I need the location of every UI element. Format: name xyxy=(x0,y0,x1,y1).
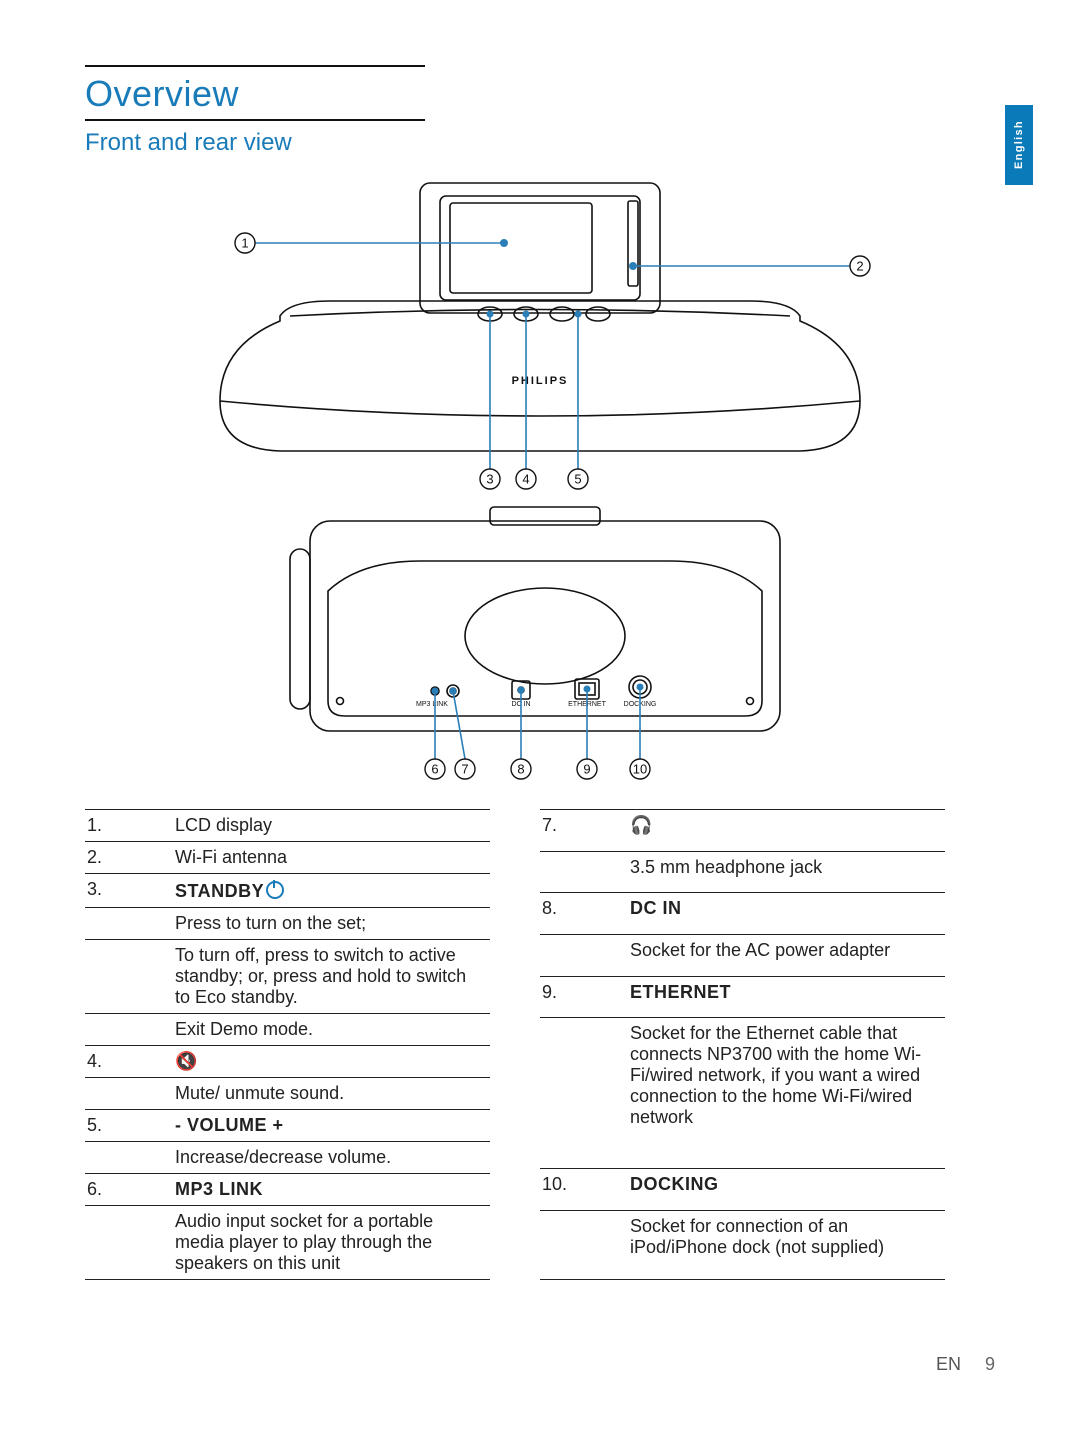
row-desc: ETHERNET xyxy=(606,976,945,1018)
spec-table-left: 1.LCD display2.Wi-Fi antenna3.STANDBYPre… xyxy=(85,809,490,1280)
row-desc: MP3 LINK xyxy=(151,1174,490,1206)
row-number: 5. xyxy=(85,1110,151,1142)
row-number xyxy=(85,1078,151,1110)
svg-text:8: 8 xyxy=(517,762,524,777)
footer-lang: EN xyxy=(936,1354,961,1375)
row-number: 8. xyxy=(540,893,606,935)
row-desc: Exit Demo mode. xyxy=(151,1014,490,1046)
language-tab: English xyxy=(1005,105,1033,185)
row-desc: LCD display xyxy=(151,810,490,842)
row-number xyxy=(85,940,151,1014)
svg-text:3: 3 xyxy=(486,472,493,487)
spec-tables: 1.LCD display2.Wi-Fi antenna3.STANDBYPre… xyxy=(85,809,995,1280)
row-desc: DC IN xyxy=(606,893,945,935)
headphones-icon: 🎧 xyxy=(630,815,652,835)
row-number: 7. xyxy=(540,810,606,852)
row-number xyxy=(540,1018,606,1169)
row-desc: Press to turn on the set; xyxy=(151,908,490,940)
mute-icon: 🔇 xyxy=(175,1051,197,1071)
row-number: 2. xyxy=(85,842,151,874)
row-number: 3. xyxy=(85,874,151,908)
row-number: 9. xyxy=(540,976,606,1018)
footer-page-number: 9 xyxy=(985,1354,995,1375)
row-number: 1. xyxy=(85,810,151,842)
row-desc: 🎧 xyxy=(606,810,945,852)
power-icon xyxy=(266,881,284,899)
row-number xyxy=(540,851,606,893)
page-footer: EN 9 xyxy=(936,1354,995,1375)
svg-text:5: 5 xyxy=(574,472,581,487)
row-number xyxy=(540,934,606,976)
svg-text:6: 6 xyxy=(431,762,438,777)
row-desc: To turn off, press to switch to active s… xyxy=(151,940,490,1014)
row-number: 4. xyxy=(85,1046,151,1078)
row-desc: Socket for the Ethernet cable that conne… xyxy=(606,1018,945,1169)
svg-text:MP3 LINK: MP3 LINK xyxy=(416,701,448,708)
row-number xyxy=(540,1210,606,1279)
svg-text:7: 7 xyxy=(461,762,468,777)
row-number xyxy=(85,1206,151,1280)
row-desc: Socket for connection of an iPod/iPhone … xyxy=(606,1210,945,1279)
row-desc: 🔇 xyxy=(151,1046,490,1078)
row-number xyxy=(85,1014,151,1046)
svg-text:1: 1 xyxy=(241,236,248,251)
svg-text:2: 2 xyxy=(856,259,863,274)
svg-text:4: 4 xyxy=(522,472,529,487)
row-number: 6. xyxy=(85,1174,151,1206)
row-desc: Mute/ unmute sound. xyxy=(151,1078,490,1110)
row-desc: Wi-Fi antenna xyxy=(151,842,490,874)
row-desc: 3.5 mm headphone jack xyxy=(606,851,945,893)
row-desc: Socket for the AC power adapter xyxy=(606,934,945,976)
svg-text:10: 10 xyxy=(633,762,647,777)
brand-text: PHILIPS xyxy=(512,375,569,387)
row-number xyxy=(85,908,151,940)
row-desc: - VOLUME + xyxy=(151,1110,490,1142)
subsection-title: Front and rear view xyxy=(85,129,995,157)
row-desc: Increase/decrease volume. xyxy=(151,1142,490,1174)
row-desc: DOCKING xyxy=(606,1169,945,1211)
row-desc: Audio input socket for a portable media … xyxy=(151,1206,490,1280)
section-title: Overview xyxy=(85,73,995,115)
manual-page: English Overview Front and rear view .ln… xyxy=(85,65,995,1375)
row-desc: STANDBY xyxy=(151,874,490,908)
divider xyxy=(85,65,425,67)
row-number xyxy=(85,1142,151,1174)
svg-text:9: 9 xyxy=(583,762,590,777)
spec-table-right: 7.🎧3.5 mm headphone jack8.DC INSocket fo… xyxy=(540,809,945,1280)
divider xyxy=(85,119,425,121)
product-diagram: .ln{stroke:#111;stroke-width:1.6;fill:no… xyxy=(160,171,920,791)
row-number: 10. xyxy=(540,1169,606,1211)
